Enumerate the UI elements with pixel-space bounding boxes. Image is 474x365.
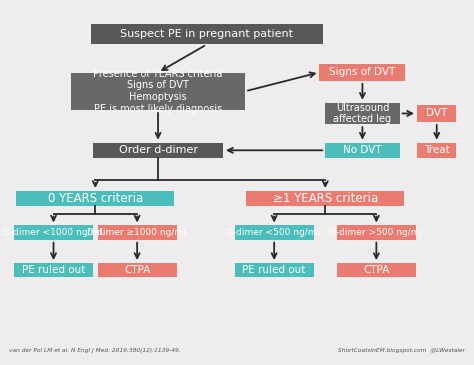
- Text: CTPA: CTPA: [363, 265, 390, 275]
- Text: Suspect PE in pregnant patient: Suspect PE in pregnant patient: [120, 29, 293, 39]
- FancyBboxPatch shape: [14, 226, 93, 240]
- Text: DVT: DVT: [426, 108, 447, 119]
- Text: Ultrasound
affected leg: Ultrasound affected leg: [333, 103, 392, 124]
- Text: Signs of DVT: Signs of DVT: [329, 67, 395, 77]
- Text: PE ruled out: PE ruled out: [22, 265, 85, 275]
- FancyBboxPatch shape: [91, 24, 323, 45]
- FancyBboxPatch shape: [235, 263, 314, 277]
- Text: D-dimer ≥1000 ng/mL: D-dimer ≥1000 ng/mL: [87, 228, 188, 237]
- FancyBboxPatch shape: [246, 191, 404, 206]
- FancyBboxPatch shape: [337, 226, 416, 240]
- Text: D-dimer <500 ng/mL: D-dimer <500 ng/mL: [227, 228, 322, 237]
- Text: ShortCoatsInEM.blogspot.com  @LWestaler: ShortCoatsInEM.blogspot.com @LWestaler: [337, 348, 465, 353]
- FancyBboxPatch shape: [417, 105, 456, 122]
- FancyBboxPatch shape: [235, 226, 314, 240]
- FancyBboxPatch shape: [417, 143, 456, 158]
- Text: ≥1 YEARS criteria: ≥1 YEARS criteria: [273, 192, 378, 205]
- FancyBboxPatch shape: [325, 143, 400, 158]
- Text: D-dimer <1000 ng/mL: D-dimer <1000 ng/mL: [3, 228, 104, 237]
- FancyBboxPatch shape: [98, 226, 177, 240]
- FancyBboxPatch shape: [98, 263, 177, 277]
- Text: Order d-dimer: Order d-dimer: [118, 145, 198, 155]
- Text: PE ruled out: PE ruled out: [243, 265, 306, 275]
- FancyBboxPatch shape: [337, 263, 416, 277]
- Text: van der Pol LM et al. N Engl J Med. 2019;380(12):1139-49.: van der Pol LM et al. N Engl J Med. 2019…: [9, 348, 181, 353]
- FancyBboxPatch shape: [16, 191, 174, 206]
- Text: D-dimer >500 ng/mL: D-dimer >500 ng/mL: [328, 228, 424, 237]
- FancyBboxPatch shape: [319, 64, 405, 81]
- Text: Treat: Treat: [424, 145, 450, 155]
- FancyBboxPatch shape: [93, 143, 223, 158]
- FancyBboxPatch shape: [14, 263, 93, 277]
- FancyBboxPatch shape: [71, 73, 245, 110]
- Text: 0 YEARS criteria: 0 YEARS criteria: [48, 192, 143, 205]
- FancyBboxPatch shape: [325, 103, 400, 124]
- Text: Presence of YEARS criteria
Signs of DVT
Hemoptysis
PE is most likely diagnosis: Presence of YEARS criteria Signs of DVT …: [93, 69, 223, 114]
- Text: CTPA: CTPA: [124, 265, 150, 275]
- Text: No DVT: No DVT: [343, 145, 382, 155]
